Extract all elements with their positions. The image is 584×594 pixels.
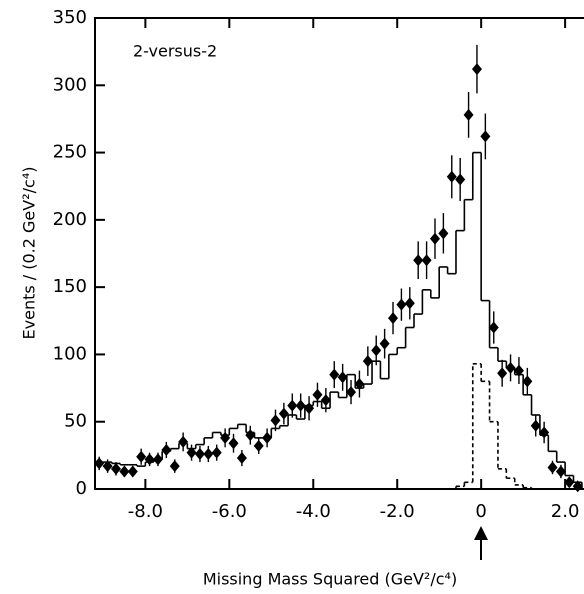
data-point bbox=[312, 388, 323, 401]
data-point bbox=[220, 431, 231, 444]
data-point bbox=[463, 108, 474, 121]
x-tick-label: 2.0 bbox=[551, 501, 580, 522]
y-tick-label: 300 bbox=[53, 74, 87, 95]
data-point bbox=[547, 461, 558, 474]
data-point bbox=[572, 480, 583, 493]
data-point bbox=[270, 414, 281, 427]
zero-arrow bbox=[474, 526, 488, 560]
data-point bbox=[429, 232, 440, 245]
data-point bbox=[169, 460, 180, 473]
y-tick-label: 250 bbox=[53, 142, 87, 163]
data-point bbox=[555, 465, 566, 478]
data-point bbox=[304, 402, 315, 415]
data-point bbox=[186, 446, 197, 459]
x-tick-label: -6.0 bbox=[212, 501, 247, 522]
axis-frame bbox=[94, 17, 584, 490]
x-tick-label: -8.0 bbox=[128, 501, 163, 522]
data-point bbox=[413, 254, 424, 267]
data-point bbox=[513, 364, 524, 377]
data-point bbox=[152, 453, 163, 466]
x-axis-label: Missing Mass Squared (GeV²/c⁴) bbox=[203, 570, 457, 589]
data-point bbox=[245, 429, 256, 442]
data-point bbox=[329, 368, 340, 381]
data-point bbox=[455, 173, 466, 186]
data-point bbox=[379, 337, 390, 350]
annotation: 2-versus-2 bbox=[133, 42, 217, 61]
data-point bbox=[94, 457, 105, 470]
data-point bbox=[278, 407, 289, 420]
data-point bbox=[488, 321, 499, 334]
y-tick-label: 50 bbox=[64, 411, 87, 432]
data-point bbox=[203, 448, 214, 461]
y-tick-label: 100 bbox=[53, 343, 87, 364]
data-point bbox=[136, 450, 147, 463]
data-point bbox=[320, 394, 331, 407]
y-tick-label: 350 bbox=[53, 7, 87, 28]
data-point bbox=[228, 437, 239, 450]
data-point bbox=[337, 371, 348, 384]
data-point bbox=[119, 465, 130, 478]
data-point bbox=[471, 63, 482, 76]
data-point bbox=[211, 446, 222, 459]
data-point bbox=[371, 344, 382, 357]
data-point bbox=[354, 378, 365, 391]
data-point bbox=[262, 431, 273, 444]
data-point bbox=[404, 297, 415, 310]
data-point bbox=[253, 439, 264, 452]
data-point bbox=[396, 298, 407, 311]
data-point bbox=[446, 170, 457, 183]
y-tick-label: 150 bbox=[53, 276, 87, 297]
x-tick-label: 0 bbox=[475, 501, 486, 522]
y-tick-label: 200 bbox=[53, 209, 87, 230]
x-tick-label: -4.0 bbox=[296, 501, 331, 522]
y-tick-label: 0 bbox=[76, 478, 87, 499]
data-point bbox=[127, 465, 138, 478]
data-point bbox=[497, 367, 508, 380]
data-point bbox=[564, 476, 575, 489]
x-tick-label: -2.0 bbox=[380, 501, 415, 522]
data-point bbox=[144, 453, 155, 466]
data-point bbox=[522, 375, 533, 388]
data-point bbox=[295, 399, 306, 412]
data-point bbox=[480, 130, 491, 143]
data-point bbox=[539, 426, 550, 439]
data-point bbox=[194, 448, 205, 461]
data-point bbox=[346, 386, 357, 399]
data-point bbox=[102, 460, 113, 473]
data-point bbox=[421, 254, 432, 267]
data-point bbox=[362, 355, 373, 368]
data-point bbox=[161, 443, 172, 456]
data-point bbox=[388, 312, 399, 325]
data-point bbox=[505, 361, 516, 374]
data-point bbox=[287, 399, 298, 412]
data-point bbox=[236, 452, 247, 465]
data-point bbox=[530, 419, 541, 432]
y-axis-label: Events / (0.2 GeV²/c⁴) bbox=[20, 167, 39, 340]
data-point bbox=[110, 462, 121, 475]
data-point bbox=[178, 435, 189, 448]
data-point bbox=[438, 227, 449, 240]
